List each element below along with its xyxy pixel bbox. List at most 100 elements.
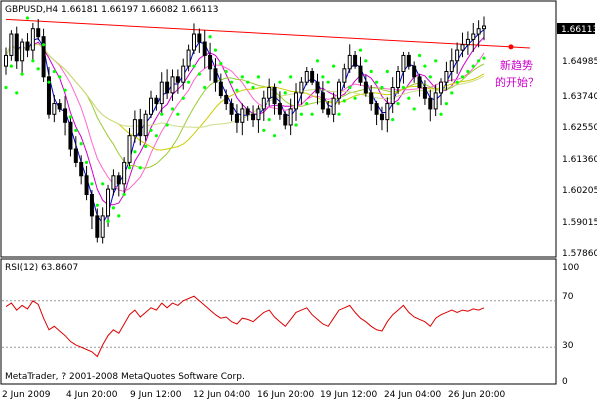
parabolic-sar-dot: [251, 85, 255, 90]
current-price-box: [557, 23, 595, 34]
parabolic-sar-dot: [450, 91, 454, 95]
candle-body: [165, 81, 170, 94]
candle-body: [170, 76, 175, 94]
parabolic-sar-dot: [272, 134, 277, 138]
price-tick-label: 1.61360: [562, 155, 597, 165]
parabolic-sar-dot: [423, 64, 427, 68]
candle-body: [417, 76, 422, 89]
parabolic-sar-dot: [41, 43, 46, 47]
candle-body: [267, 87, 272, 99]
candle-body: [46, 76, 51, 115]
candle-body: [202, 41, 207, 56]
candle-body: [428, 97, 433, 110]
candle-body: [465, 38, 470, 46]
copyright-text: MetaTrader, ? 2001-2008 MetaQuotes Softw…: [5, 372, 245, 382]
rsi-level-label: 0: [562, 377, 568, 387]
parabolic-sar-dot: [299, 112, 303, 116]
time-axis: 2 Jun 2009 4 Jun 20:00 9 Jun 12:00 12 Ju…: [2, 390, 505, 400]
candle-body: [482, 25, 486, 30]
parabolic-sar-dot: [385, 69, 389, 74]
moving-average-line: [5, 43, 485, 192]
rsi-level-label: 70: [562, 292, 574, 302]
parabolic-sar-dot: [106, 219, 110, 223]
parabolic-sar-dot: [455, 80, 459, 84]
candle-body: [14, 33, 19, 62]
parabolic-sar-dot: [208, 35, 212, 39]
parabolic-sar-dot: [310, 112, 314, 116]
parabolic-sar-dot: [149, 128, 153, 132]
annotation-line-2: 的开始？: [495, 75, 539, 89]
candle-body: [84, 175, 89, 196]
candle-body: [63, 108, 68, 123]
candle-body: [358, 65, 363, 83]
parabolic-sar-dot: [36, 67, 40, 71]
parabolic-sar-dot: [482, 56, 486, 60]
candle-body: [132, 119, 137, 137]
parabolic-sar-dot: [326, 80, 330, 84]
candle-body: [234, 113, 239, 123]
candle-body: [363, 81, 368, 94]
parabolic-sar-dot: [74, 128, 78, 132]
candle-body: [390, 87, 395, 105]
candle-body: [336, 81, 341, 99]
annotation-line-1: 新趋势: [500, 58, 533, 72]
parabolic-sar-dot: [289, 75, 293, 79]
parabolic-sar-dot: [417, 53, 422, 58]
parabolic-sar-dots: [4, 16, 486, 223]
moving-average-line: [5, 36, 485, 206]
trendline-marker: [508, 44, 514, 50]
parabolic-sar-dot: [181, 96, 185, 100]
price-tick-label: 1.63740: [562, 92, 597, 102]
parabolic-sar-dot: [412, 107, 416, 111]
parabolic-sar-dot: [374, 80, 379, 84]
candle-body: [138, 119, 143, 137]
candle-body: [73, 148, 78, 163]
candle-body: [283, 113, 288, 126]
parabolic-sar-dot: [407, 96, 411, 100]
candle-body: [406, 54, 411, 67]
candle-body: [326, 108, 331, 115]
candle-body: [272, 87, 277, 105]
parabolic-sar-dot: [160, 112, 164, 116]
parabolic-sar-dot: [79, 142, 83, 146]
candle-body: [455, 49, 460, 62]
candle-body: [30, 28, 35, 51]
candle-body: [444, 70, 449, 83]
candle-body: [41, 36, 46, 78]
parabolic-sar-dot: [203, 85, 207, 90]
parabolic-sar-dot: [187, 80, 191, 84]
parabolic-sar-dot: [127, 166, 132, 170]
candle-body: [143, 113, 148, 137]
parabolic-sar-dot: [47, 80, 51, 84]
parabolic-sar-dot: [122, 192, 126, 197]
price-axis: 1.64985 1.63740 1.62550 1.61360 1.60205 …: [562, 57, 597, 259]
time-tick-label: 4 Jun 20:00: [66, 390, 118, 400]
parabolic-sar-dot: [101, 182, 105, 186]
candle-body: [95, 215, 100, 238]
parabolic-sar-dot: [52, 69, 56, 74]
candle-body: [116, 175, 121, 185]
parabolic-sar-dot: [117, 214, 121, 218]
candle-body: [181, 65, 186, 83]
parabolic-sar-dot: [15, 91, 19, 95]
candle-body: [251, 113, 256, 121]
candle-body: [4, 54, 8, 67]
parabolic-sar-dot: [192, 64, 196, 68]
candle-body: [57, 103, 62, 110]
candle-body: [191, 33, 196, 51]
parabolic-sar-dot: [256, 75, 261, 79]
parabolic-sar-dot: [391, 118, 395, 122]
candle-body: [224, 95, 229, 105]
parabolic-sar-dot: [439, 112, 443, 116]
parabolic-sar-dot: [466, 69, 470, 74]
parabolic-sar-dot: [278, 80, 282, 84]
parabolic-sar-dot: [267, 118, 271, 122]
parabolic-sar-dot: [444, 101, 449, 106]
candle-body: [396, 70, 401, 89]
candle-body: [186, 49, 191, 67]
price-tick-label: 1.57860: [562, 249, 597, 259]
candle-body: [256, 108, 261, 121]
parabolic-sar-dot: [4, 85, 8, 90]
candle-body: [379, 113, 384, 121]
